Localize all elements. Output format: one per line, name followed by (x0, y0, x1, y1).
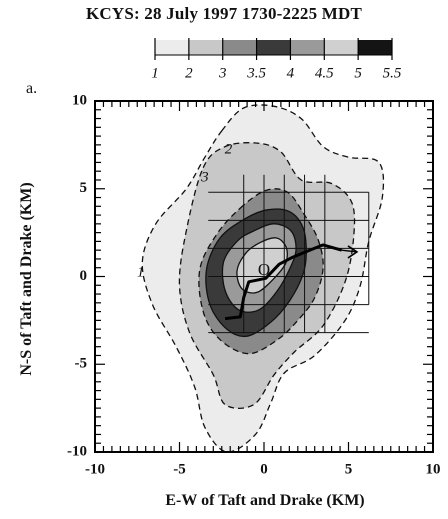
y-tick-label: 10 (72, 92, 87, 108)
colorbar-swatch (324, 40, 359, 55)
storm-track (224, 243, 343, 321)
y-tick-label: 5 (80, 180, 88, 196)
contour-label: 3 (200, 170, 209, 186)
origin-label: O (258, 260, 270, 279)
x-tick-label: 10 (426, 461, 441, 477)
x-tick-label: 5 (345, 461, 353, 477)
colorbar-label: 5 (354, 65, 362, 81)
colorbar-swatch (358, 40, 392, 55)
x-tick-label: -10 (85, 461, 105, 477)
colorbar-label: 5.5 (383, 65, 402, 81)
contour-label: 2 (225, 142, 233, 158)
colorbar-swatch (256, 40, 291, 55)
colorbar-label: 4.5 (315, 65, 334, 81)
x-tick-label: 0 (260, 461, 268, 477)
y-tick-label: 0 (80, 268, 88, 284)
y-tick-label: -5 (75, 356, 88, 372)
contour-label: 1 (137, 264, 145, 280)
x-tick-label: -5 (173, 461, 186, 477)
contour-level-4-5 (236, 237, 288, 294)
colorbar-label: 3.5 (246, 65, 266, 81)
colorbar-label: 3 (218, 65, 227, 81)
colorbar: 1 2 3 3.5 4 4.5 5 5.5 (151, 38, 402, 81)
colorbar-label: 2 (185, 65, 193, 81)
panel-label: a. (26, 80, 38, 97)
colorbar-swatch (222, 40, 257, 55)
colorbar-label: 1 (151, 65, 159, 81)
colorbar-label: 4 (287, 65, 295, 81)
track-arrow-shaft (341, 249, 358, 253)
colorbar-swatch (290, 40, 325, 55)
x-axis-label: E-W of Taft and Drake (KM) (165, 492, 365, 509)
chart-title: KCYS: 28 July 1997 1730-2225 MDT (85, 4, 363, 23)
contour-layer (141, 104, 385, 452)
colorbar-swatch (155, 40, 189, 55)
y-tick-label: -10 (67, 443, 87, 459)
colorbar-swatch (188, 40, 223, 55)
